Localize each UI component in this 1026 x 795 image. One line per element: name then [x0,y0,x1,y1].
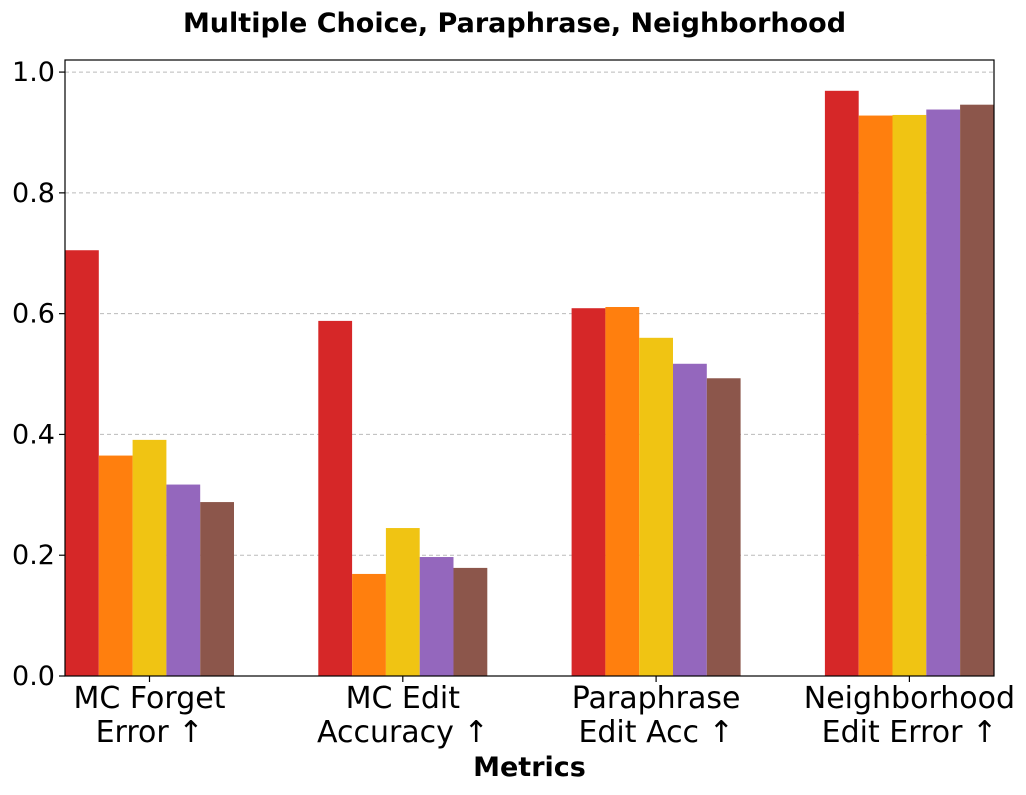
x-tick-label: Paraphrase [572,681,741,716]
x-tick-label: Neighborhood [804,681,1015,716]
x-tick-label: Error ↑ [96,715,204,750]
bar [453,567,488,676]
bar [639,337,673,676]
bar [892,114,927,677]
bar [385,528,420,676]
y-tick-label: 0.0 [12,661,55,692]
bar [824,90,859,677]
bar [98,455,133,676]
y-tick-label: 0.2 [12,540,55,571]
y-tick-label: 0.6 [12,299,55,330]
bar [200,502,234,676]
bar [65,250,99,676]
bar [706,378,741,676]
bar [673,363,707,676]
x-tick-label: MC Forget [74,681,226,716]
bar [419,557,454,676]
plot-frame [64,59,995,677]
x-tick-label: MC Edit [346,681,461,716]
bar [605,307,640,676]
x-tick-label: Accuracy ↑ [317,715,489,750]
x-tick-label: Edit Acc ↑ [578,715,733,750]
bar [571,308,606,676]
bar [166,484,201,676]
bar [960,104,994,677]
bar [926,109,961,677]
y-tick-label: 0.8 [12,178,55,209]
chart-title: Multiple Choice, Paraphrase, Neighborhoo… [183,8,846,39]
bars [65,90,994,677]
bar [318,320,353,676]
x-axis-label: Metrics [473,752,586,783]
y-tick-label: 1.0 [12,57,55,88]
bar [132,439,167,676]
bar [352,573,386,676]
bar [858,115,893,676]
y-tick-label: 0.4 [12,419,55,450]
x-tick-label: Edit Error ↑ [822,715,997,750]
